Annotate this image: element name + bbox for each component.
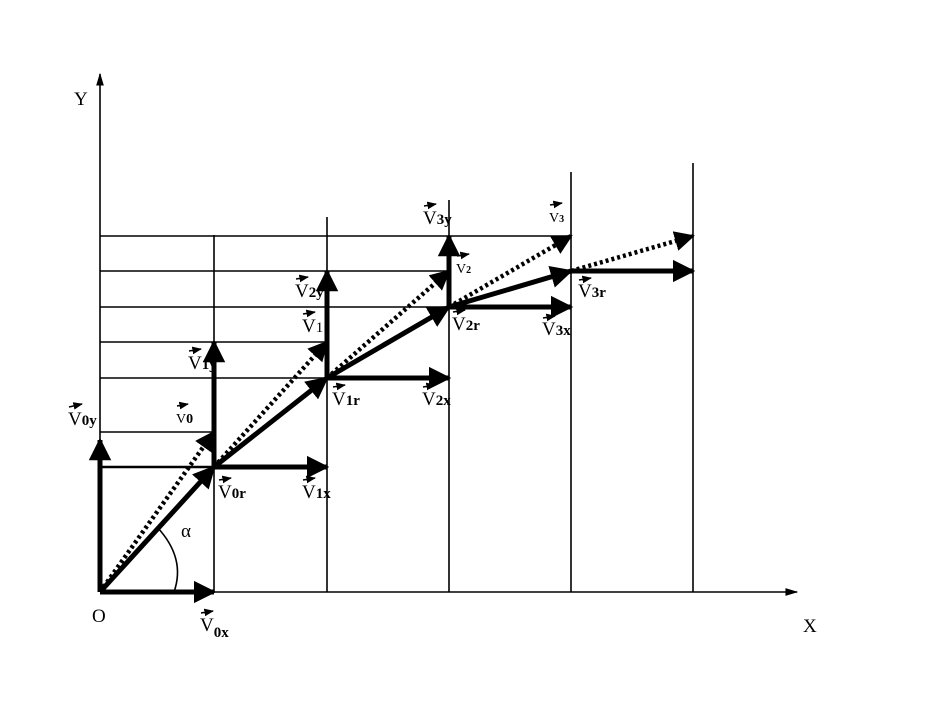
- svg-text:V3x: V3x: [542, 319, 571, 340]
- vector-v3r: [448, 265, 574, 310]
- label-v1: V1: [302, 309, 323, 337]
- label-v2y: V2y: [295, 274, 324, 302]
- vector-v1r: [212, 376, 329, 469]
- x-axis-label: X: [803, 616, 817, 637]
- svg-text:V2y: V2y: [295, 281, 324, 302]
- vector-v0r: [98, 465, 216, 594]
- label-v0: V0: [176, 401, 193, 427]
- y-axis-label: Y: [74, 89, 88, 110]
- svg-text:V0: V0: [176, 412, 193, 427]
- label-v3: V3: [549, 200, 564, 226]
- svg-text:V3r: V3r: [578, 281, 606, 302]
- label-v3y: V3y: [423, 201, 452, 229]
- label-v2x: V2x: [422, 382, 451, 410]
- horizontal-grid-lines: [100, 235, 571, 469]
- svg-text:V1x: V1x: [302, 482, 331, 503]
- vector-v2: [325, 269, 451, 380]
- svg-text:V0y: V0y: [68, 409, 97, 430]
- angle-label: α: [181, 521, 191, 542]
- angle-arc: [156, 526, 179, 593]
- label-v3r: V3r: [578, 275, 606, 302]
- svg-text:V1y: V1y: [188, 353, 217, 374]
- origin-label: O: [92, 606, 106, 627]
- svg-text:V3y: V3y: [423, 208, 452, 229]
- label-v2r: V2r: [452, 307, 480, 335]
- svg-text:V1: V1: [302, 316, 323, 337]
- svg-text:V2: V2: [456, 262, 471, 277]
- vector-v2r: [325, 304, 451, 381]
- svg-text:V3: V3: [549, 211, 564, 226]
- dotted-velocity-vectors: [98, 231, 695, 594]
- label-v1r: V1r: [332, 382, 360, 410]
- label-v0x: V0x: [200, 608, 229, 641]
- label-v2: V2: [456, 251, 471, 277]
- svg-text:V2r: V2r: [452, 314, 480, 335]
- vector-v1: [212, 340, 329, 469]
- svg-text:V0r: V0r: [218, 482, 246, 503]
- label-v0r: V0r: [218, 475, 246, 503]
- label-v0y: V0y: [68, 402, 97, 430]
- vector-v0: [98, 430, 216, 594]
- label-v3x: V3x: [542, 313, 571, 340]
- svg-text:V2x: V2x: [422, 389, 451, 410]
- label-v1y: V1y: [188, 346, 217, 374]
- svg-text:V1r: V1r: [332, 389, 360, 410]
- vector-v4: [570, 231, 695, 274]
- svg-text:V0x: V0x: [200, 615, 229, 641]
- label-v1x: V1x: [302, 475, 331, 503]
